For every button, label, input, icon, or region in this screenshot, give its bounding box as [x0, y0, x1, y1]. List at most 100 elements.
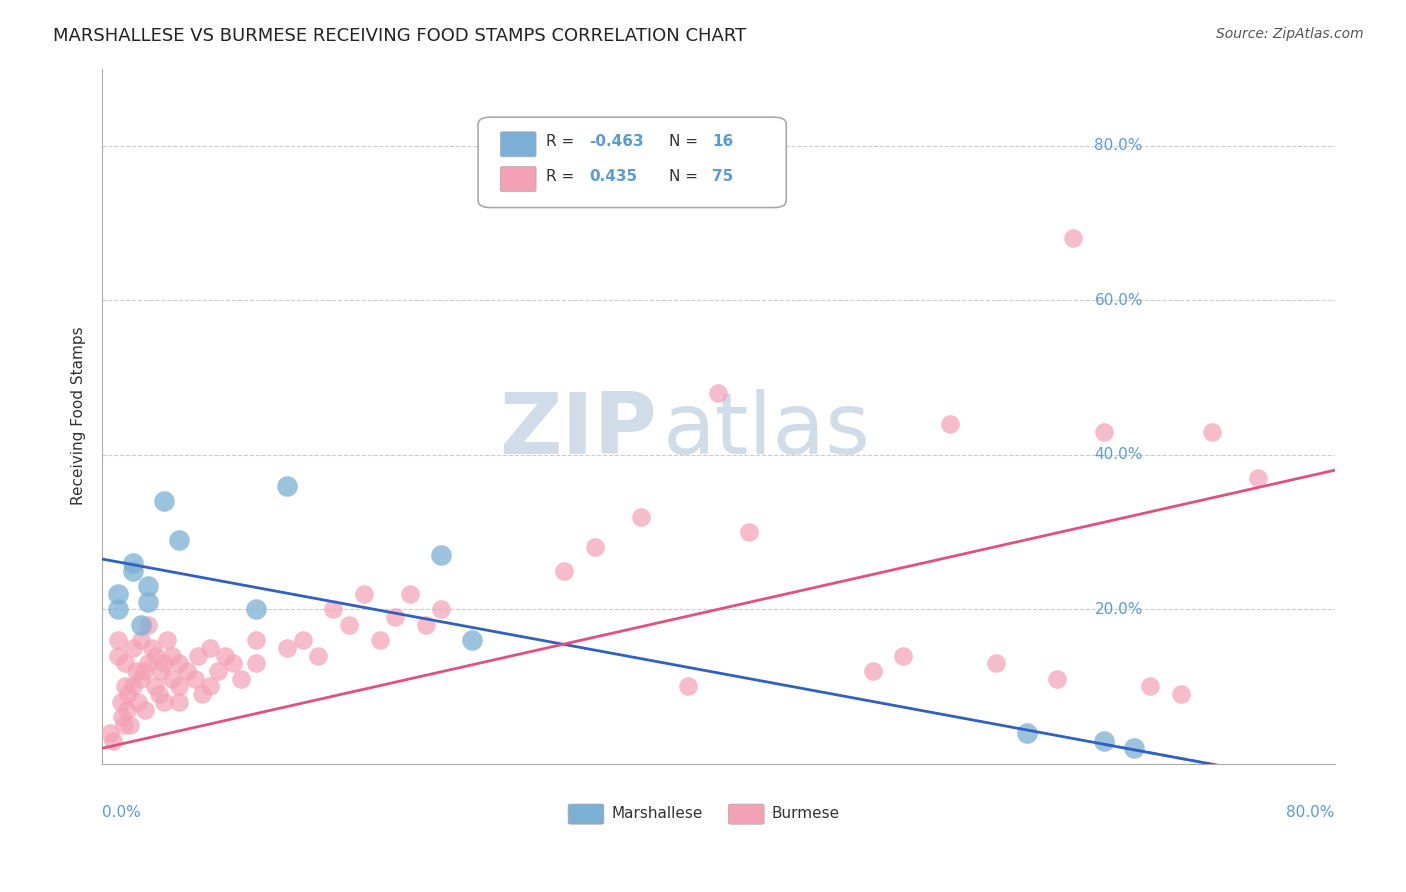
- Point: [107, 587, 129, 601]
- Point: [1062, 231, 1084, 245]
- Point: [138, 657, 160, 671]
- Point: [122, 680, 145, 694]
- Point: [245, 633, 267, 648]
- Point: [153, 494, 176, 508]
- Point: [676, 680, 699, 694]
- Y-axis label: Receiving Food Stamps: Receiving Food Stamps: [72, 326, 86, 506]
- Point: [176, 664, 198, 678]
- Point: [430, 602, 453, 616]
- Point: [384, 610, 406, 624]
- Point: [222, 657, 245, 671]
- Point: [229, 672, 252, 686]
- Point: [322, 602, 344, 616]
- Point: [630, 509, 652, 524]
- Text: Marshallese: Marshallese: [612, 806, 703, 822]
- Text: 0.0%: 0.0%: [103, 805, 141, 821]
- Text: N =: N =: [669, 169, 703, 184]
- Point: [143, 680, 166, 694]
- Point: [553, 564, 575, 578]
- Text: ZIP: ZIP: [499, 389, 657, 472]
- Point: [1092, 733, 1115, 747]
- Point: [1015, 726, 1038, 740]
- Point: [145, 648, 167, 663]
- Text: 16: 16: [713, 134, 734, 149]
- Point: [307, 648, 329, 663]
- Point: [138, 594, 160, 608]
- Point: [101, 733, 124, 747]
- Point: [122, 640, 145, 655]
- Point: [132, 664, 155, 678]
- Point: [114, 680, 136, 694]
- Point: [207, 664, 229, 678]
- Point: [115, 703, 138, 717]
- Point: [214, 648, 236, 663]
- Point: [245, 602, 267, 616]
- Point: [1092, 425, 1115, 439]
- Point: [110, 695, 132, 709]
- Point: [160, 648, 183, 663]
- Text: 80.0%: 80.0%: [1286, 805, 1334, 821]
- Point: [122, 556, 145, 570]
- Text: Source: ZipAtlas.com: Source: ZipAtlas.com: [1216, 27, 1364, 41]
- Point: [114, 657, 136, 671]
- Text: atlas: atlas: [664, 389, 872, 472]
- Point: [153, 695, 176, 709]
- FancyBboxPatch shape: [501, 167, 536, 192]
- Point: [167, 680, 190, 694]
- Text: 0.435: 0.435: [589, 169, 637, 184]
- Point: [191, 687, 214, 701]
- Text: MARSHALLESE VS BURMESE RECEIVING FOOD STAMPS CORRELATION CHART: MARSHALLESE VS BURMESE RECEIVING FOOD ST…: [53, 27, 747, 45]
- Point: [129, 633, 152, 648]
- Point: [1139, 680, 1161, 694]
- Point: [138, 579, 160, 593]
- Point: [938, 417, 960, 431]
- Point: [122, 564, 145, 578]
- Point: [107, 648, 129, 663]
- Point: [707, 386, 730, 401]
- Point: [125, 664, 148, 678]
- Point: [893, 648, 915, 663]
- Point: [134, 703, 156, 717]
- Point: [138, 617, 160, 632]
- Point: [187, 648, 209, 663]
- Point: [430, 548, 453, 562]
- Point: [862, 664, 884, 678]
- Point: [1170, 687, 1192, 701]
- Point: [107, 633, 129, 648]
- Point: [149, 664, 172, 678]
- Point: [368, 633, 391, 648]
- Point: [129, 617, 152, 632]
- Text: 80.0%: 80.0%: [1094, 138, 1143, 153]
- Point: [112, 718, 135, 732]
- Point: [148, 687, 170, 701]
- Point: [337, 617, 360, 632]
- Point: [461, 633, 484, 648]
- FancyBboxPatch shape: [568, 804, 603, 824]
- Text: R =: R =: [546, 134, 579, 149]
- Point: [127, 695, 149, 709]
- Point: [153, 657, 176, 671]
- Text: Burmese: Burmese: [772, 806, 839, 822]
- Point: [415, 617, 437, 632]
- Point: [984, 657, 1007, 671]
- Point: [399, 587, 422, 601]
- Text: R =: R =: [546, 169, 579, 184]
- Point: [276, 640, 298, 655]
- Point: [141, 640, 163, 655]
- Point: [117, 687, 139, 701]
- Point: [198, 680, 221, 694]
- Point: [98, 726, 121, 740]
- Text: 75: 75: [713, 169, 734, 184]
- Text: 40.0%: 40.0%: [1094, 447, 1143, 462]
- Point: [107, 602, 129, 616]
- Point: [1046, 672, 1069, 686]
- Point: [183, 672, 205, 686]
- Point: [167, 695, 190, 709]
- Point: [1201, 425, 1223, 439]
- Point: [1123, 741, 1146, 756]
- Text: 60.0%: 60.0%: [1094, 293, 1143, 308]
- Point: [291, 633, 314, 648]
- FancyBboxPatch shape: [728, 804, 763, 824]
- Point: [1247, 471, 1270, 485]
- Point: [167, 657, 190, 671]
